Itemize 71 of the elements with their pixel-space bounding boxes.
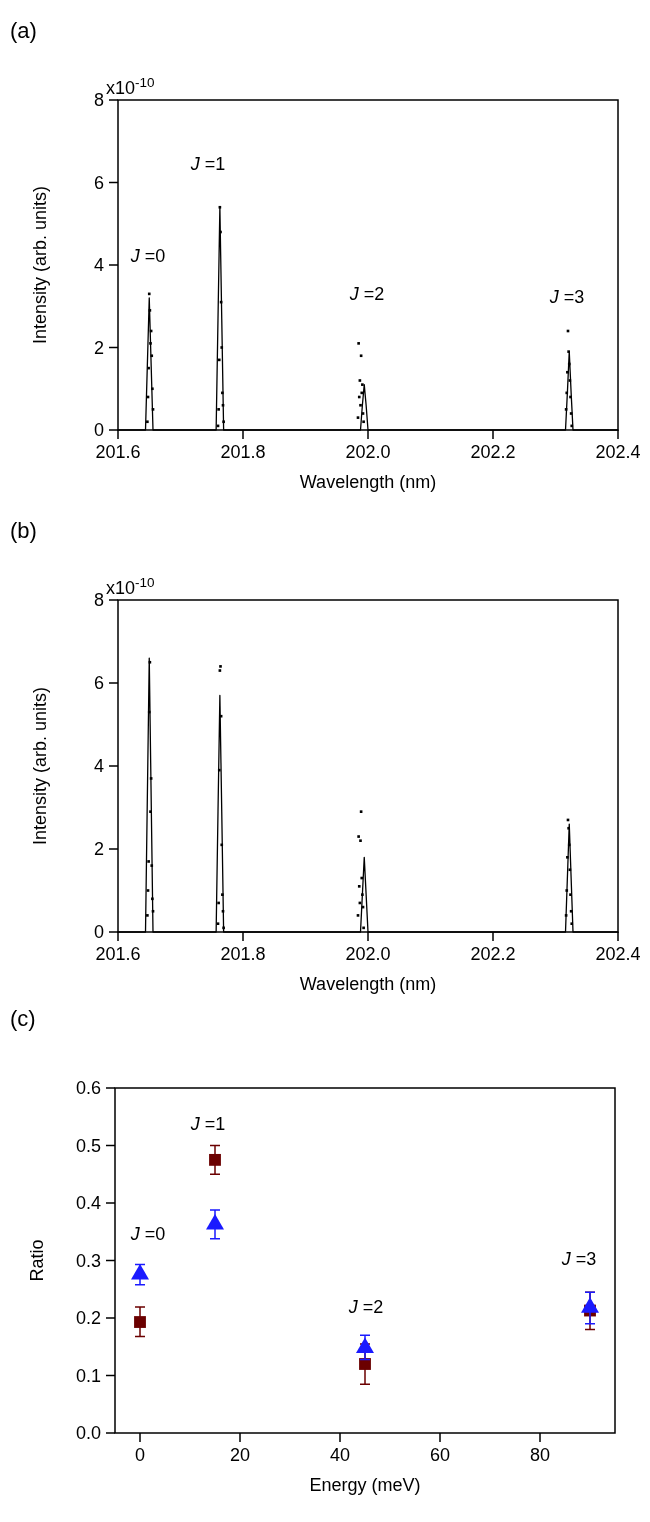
- x-tick-label: 0: [134, 1445, 146, 1465]
- x-tick-label: 201.6: [95, 944, 141, 964]
- y-tick-label: 8: [93, 90, 104, 110]
- y-tick-label: 0.6: [75, 1078, 101, 1098]
- point: [134, 1316, 146, 1328]
- chart-title: (b): [10, 518, 37, 543]
- y-tick-label: 8: [93, 590, 104, 610]
- y-axis-title: Intensity (arb. units): [30, 686, 50, 846]
- annotation: J =1: [189, 154, 226, 174]
- point: [359, 839, 362, 843]
- x-tick-label: 201.8: [220, 944, 266, 964]
- point: [147, 860, 150, 863]
- point: [146, 420, 149, 424]
- annotation: J =3: [560, 1249, 597, 1269]
- chart-title: (a): [10, 18, 37, 43]
- point: [362, 420, 365, 424]
- annotation: J =0: [129, 1224, 166, 1244]
- point: [356, 1337, 374, 1354]
- x-axis-title: Energy (meV): [309, 1475, 421, 1495]
- point: [206, 1213, 224, 1230]
- y-axis-title: Ratio: [27, 1239, 47, 1282]
- point: [359, 403, 362, 407]
- x-tick-label: 201.8: [220, 442, 266, 462]
- x-axis-title: Wavelength (nm): [299, 974, 437, 994]
- x-tick-label: 60: [429, 1445, 451, 1465]
- y-tick-label: 0.2: [75, 1308, 101, 1328]
- x-tick-label: 40: [329, 1445, 351, 1465]
- annotation: J =3: [548, 287, 585, 307]
- y-axis-title: Intensity (arb. units): [30, 185, 50, 345]
- point: [357, 885, 361, 888]
- annotation: J =2: [348, 284, 385, 304]
- point: [361, 383, 364, 386]
- y-tick-label: 0: [93, 922, 104, 942]
- point: [146, 914, 149, 917]
- y-tick-label: 2: [93, 337, 104, 358]
- x-tick-label: 202.2: [470, 442, 516, 462]
- text: x10$^{-10}$: [106, 574, 155, 598]
- y-tick-label: 4: [93, 255, 104, 275]
- x-tick-label: 202.0: [345, 944, 391, 964]
- y-tick-label: 0: [93, 420, 104, 440]
- y-tick-label: 6: [93, 172, 104, 193]
- x-tick-label: 202.4: [595, 442, 641, 462]
- annotation: J =1: [189, 1114, 226, 1134]
- x-tick-label: 80: [529, 1445, 551, 1465]
- x-tick-label: 202.0: [345, 442, 391, 462]
- text: x10$^{-10}$: [106, 74, 155, 98]
- y-tick-label: 0.0: [75, 1423, 101, 1443]
- point: [567, 350, 570, 353]
- point: [581, 1297, 599, 1313]
- x-tick-label: 202.4: [595, 944, 641, 964]
- annotation: J =0: [129, 246, 166, 266]
- point: [209, 1153, 221, 1166]
- y-tick-label: 6: [93, 673, 104, 693]
- point: [359, 1358, 371, 1370]
- annotation: J =2: [347, 1297, 384, 1317]
- chart-title: (c): [10, 1006, 36, 1031]
- y-tick-label: 0.4: [75, 1193, 101, 1213]
- y-tick-label: 0.3: [75, 1250, 101, 1271]
- point: [217, 408, 220, 411]
- x-tick-label: 202.2: [470, 944, 516, 964]
- y-tick-label: 2: [93, 839, 104, 859]
- y-tick-label: 0.1: [75, 1365, 101, 1386]
- point: [131, 1263, 149, 1280]
- y-tick-label: 0.5: [75, 1135, 101, 1156]
- point: [219, 665, 222, 668]
- x-axis-title: Wavelength (nm): [299, 472, 437, 492]
- x-tick-label: 201.6: [95, 442, 141, 462]
- point: [357, 835, 360, 838]
- x-tick-label: 20: [229, 1445, 251, 1465]
- point: [357, 342, 360, 345]
- y-tick-label: 4: [93, 756, 104, 776]
